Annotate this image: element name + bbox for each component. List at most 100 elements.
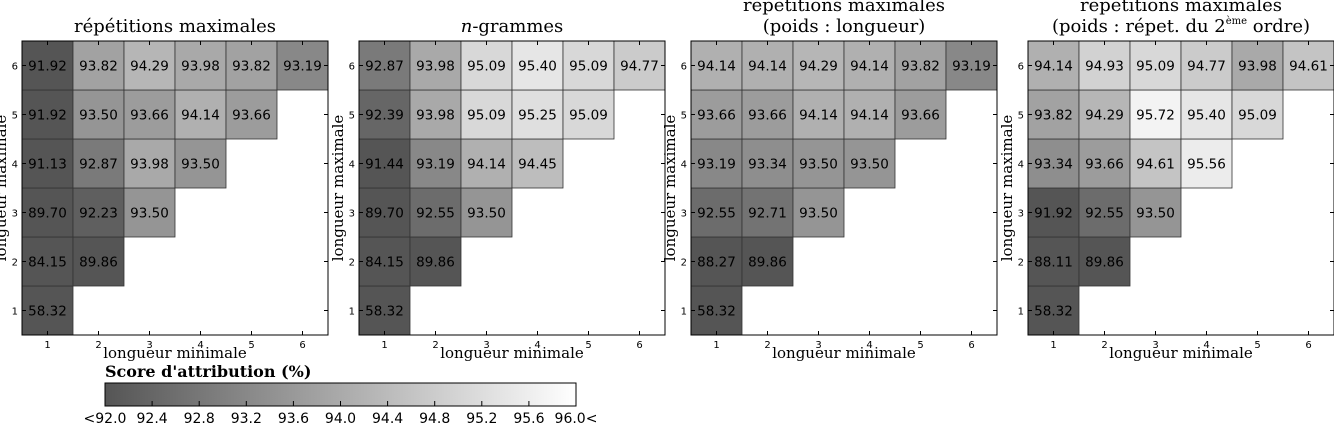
cell-label: 92.55 xyxy=(697,206,736,222)
cell-label: 95.09 xyxy=(569,108,608,124)
cell-label: 93.50 xyxy=(799,157,838,173)
panel-title: répétitions maximales xyxy=(743,0,945,16)
x-tick-label: 5 xyxy=(1254,340,1260,351)
cell-label: 89.86 xyxy=(748,255,787,271)
heatmap-cell xyxy=(174,40,227,91)
heatmap-cell xyxy=(123,40,176,91)
cell-label: 94.14 xyxy=(1034,59,1073,75)
cell-label: 95.09 xyxy=(569,59,608,75)
cell-label: 58.32 xyxy=(365,304,404,320)
cell-label: 94.45 xyxy=(518,157,557,173)
cell-label: 84.15 xyxy=(365,255,404,271)
heatmap-cell xyxy=(1129,89,1182,140)
heatmap-cell xyxy=(358,236,411,287)
heatmap-cell xyxy=(409,138,462,189)
heatmap-cell xyxy=(72,89,125,140)
heatmap-cell xyxy=(1129,187,1182,238)
heatmap-cell xyxy=(843,40,896,91)
x-tick-label: 4 xyxy=(866,340,872,351)
x-tick-label: 5 xyxy=(248,340,254,351)
heatmap-cell xyxy=(562,89,615,140)
cell-label: 95.09 xyxy=(1136,59,1175,75)
cell-label: 94.14 xyxy=(697,59,736,75)
heatmap-cell xyxy=(21,236,74,287)
colorbar: Score d'attribution (%) <92.0 92.4 92.8 93.… xyxy=(84,362,598,425)
cell-label: 93.98 xyxy=(1238,59,1277,75)
cell-label: 93.66 xyxy=(232,108,271,124)
heatmap-cell xyxy=(1078,40,1131,91)
y-tick-label: 3 xyxy=(349,209,355,220)
x-tick-label: 3 xyxy=(483,340,489,351)
heatmap-cell xyxy=(1282,40,1334,91)
x-tick-label: 6 xyxy=(299,340,305,351)
cell-label: 93.98 xyxy=(416,108,455,124)
cell-label: 93.34 xyxy=(1034,157,1073,173)
y-tick-label: 3 xyxy=(681,209,687,220)
axes-frame xyxy=(21,40,329,336)
x-axis-label: longueur minimale xyxy=(772,344,916,362)
cell-label: 92.23 xyxy=(79,206,118,222)
cell-label: 93.66 xyxy=(697,108,736,124)
x-tick-label: 2 xyxy=(764,340,770,351)
heatmap-cell xyxy=(225,40,278,91)
cell-label: 95.40 xyxy=(518,59,557,75)
cell-label: 93.98 xyxy=(181,59,220,75)
cell-label: 94.61 xyxy=(1289,59,1328,75)
heatmap-cell xyxy=(1231,89,1284,140)
colorbar-tick-label: 94.8 xyxy=(419,411,450,425)
x-tick-label: 1 xyxy=(381,340,387,351)
cell-label: 92.39 xyxy=(365,108,404,124)
colorbar-tick-label: 92.8 xyxy=(184,411,215,425)
cell-label: 94.14 xyxy=(181,108,220,124)
cell-label: 93.82 xyxy=(232,59,271,75)
cell-label: 89.70 xyxy=(28,206,67,222)
heatmap-cell xyxy=(1078,138,1131,189)
y-tick-label: 2 xyxy=(349,258,355,269)
cell-label: 93.66 xyxy=(748,108,787,124)
heatmap-cell xyxy=(1027,89,1080,140)
cell-label: 58.32 xyxy=(1034,304,1073,320)
heatmap-cell xyxy=(741,187,794,238)
cell-label: 91.44 xyxy=(365,157,404,173)
y-axis-label: longueur maximale xyxy=(329,115,347,262)
y-tick-label: 1 xyxy=(1018,307,1024,318)
cell-label: 93.19 xyxy=(416,157,455,173)
colorbar-tick-label: 93.6 xyxy=(278,411,309,425)
heatmap-cell xyxy=(174,138,227,189)
y-tick-label: 2 xyxy=(1018,258,1024,269)
colorbar-tick-label: 96.0< xyxy=(555,411,598,425)
heatmap-cell xyxy=(562,40,615,91)
cell-label: 92.71 xyxy=(748,206,787,222)
x-tick-label: 1 xyxy=(713,340,719,351)
y-tick-label: 3 xyxy=(1018,209,1024,220)
heatmap-cell xyxy=(123,138,176,189)
x-tick-label: 1 xyxy=(44,340,50,351)
cell-label: 92.87 xyxy=(365,59,404,75)
heatmap-cell xyxy=(460,89,513,140)
cell-label: 94.29 xyxy=(799,59,838,75)
cell-label: 94.77 xyxy=(1187,59,1226,75)
cell-label: 95.72 xyxy=(1136,108,1175,124)
colorbar-tick-label: 92.4 xyxy=(137,411,168,425)
x-tick-label: 4 xyxy=(1203,340,1209,351)
x-tick-label: 2 xyxy=(1101,340,1107,351)
cell-label: 93.34 xyxy=(748,157,787,173)
heatmap-cell xyxy=(72,187,125,238)
cell-label: 88.11 xyxy=(1034,255,1073,271)
heatmap-cell xyxy=(409,236,462,287)
cell-label: 93.50 xyxy=(181,157,220,173)
cell-label: 94.93 xyxy=(1085,59,1124,75)
panel-subtitle: (poids : longueur) xyxy=(763,16,926,37)
heatmap-cell xyxy=(225,89,278,140)
cell-label: 95.40 xyxy=(1187,108,1226,124)
cell-label: 94.14 xyxy=(850,108,889,124)
cell-label: 88.27 xyxy=(697,255,736,271)
heatmap-cell xyxy=(1078,236,1131,287)
cell-label: 93.19 xyxy=(952,59,991,75)
x-tick-label: 6 xyxy=(636,340,642,351)
cell-label: 84.15 xyxy=(28,255,67,271)
cell-label: 91.92 xyxy=(28,108,67,124)
y-tick-label: 1 xyxy=(681,307,687,318)
heatmap-cell xyxy=(1180,40,1233,91)
y-tick-label: 1 xyxy=(12,307,18,318)
